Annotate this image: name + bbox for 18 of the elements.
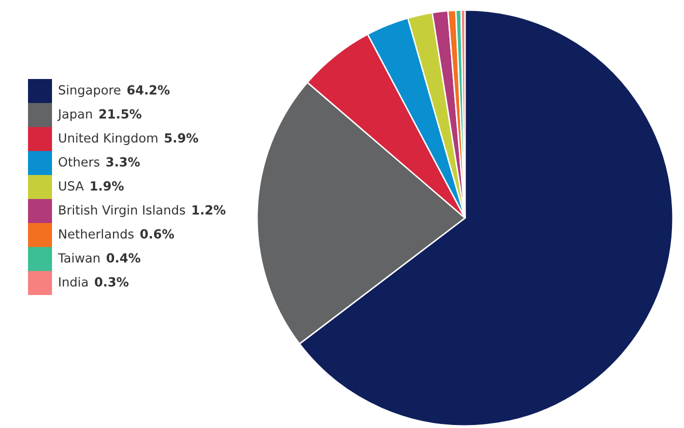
legend-label: British Virgin Islands — [59, 204, 186, 218]
legend-label: Japan — [57, 109, 92, 122]
data-label: 5.9% — [164, 133, 198, 143]
legend-label: United Kingdom — [59, 132, 158, 146]
data-label: 64.2% — [127, 85, 170, 95]
legend-label: Netherlands — [59, 228, 134, 239]
data-label: 1.9% — [90, 181, 124, 191]
legend-label: Taiwan — [58, 252, 100, 263]
data-label: 1.2% — [192, 205, 226, 215]
data-label: 3.3% — [106, 157, 140, 167]
data-label: 0.3% — [94, 277, 129, 287]
legend-label: Singapore — [58, 84, 120, 98]
data-label: 0.6% — [140, 229, 174, 239]
data-label: 0.4% — [106, 253, 140, 263]
legend-label: USA — [59, 181, 84, 191]
legend-label: India — [59, 276, 88, 287]
legend-label: Others — [58, 156, 100, 167]
data-label: 21.5% — [99, 109, 142, 119]
